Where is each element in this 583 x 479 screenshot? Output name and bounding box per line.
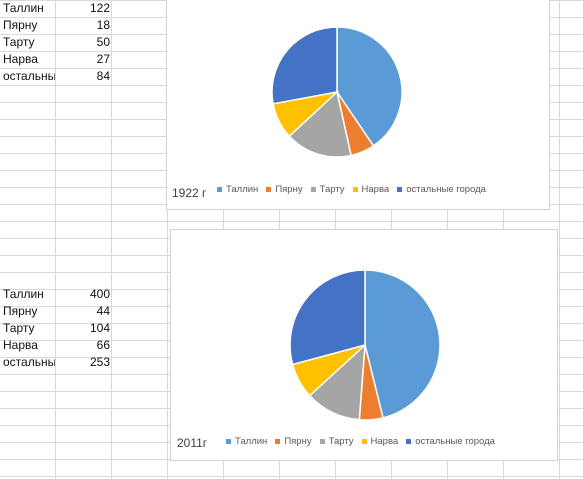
cell-value-others[interactable]: 253 [89, 355, 110, 369]
legend-label: Таллин [235, 436, 268, 447]
cell-label-tallinn[interactable]: Таллин [3, 1, 44, 15]
legend-swatch [310, 187, 316, 192]
legend-item: Таллин [217, 184, 258, 195]
cell-label-others[interactable]: остальные [3, 355, 55, 369]
legend-item: Пярну [275, 436, 312, 447]
pie-slice-таллин[interactable] [336, 26, 403, 147]
cell-value-tallinn[interactable]: 400 [89, 287, 110, 301]
legend-swatch [275, 439, 281, 444]
cell-label-tartu[interactable]: Тарту [3, 35, 35, 49]
legend-swatch [397, 187, 403, 192]
cell-label-tallinn[interactable]: Таллин [3, 287, 44, 301]
legend-swatch [361, 439, 367, 444]
chart-title: 2011г [177, 436, 208, 450]
pie-slice-таллин[interactable] [364, 269, 441, 419]
legend-swatch [319, 439, 325, 444]
legend-label: Таллин [226, 184, 259, 195]
legend-label: Тарту [319, 184, 345, 195]
pie-slice-остальные-города[interactable] [271, 26, 338, 105]
legend-label: остальные города [406, 184, 486, 195]
pie-slice-остальные-города[interactable] [289, 269, 366, 366]
pie-chart-1922-plot [271, 26, 403, 158]
legend-label: Пярну [275, 184, 303, 195]
legend-item: Тарту [310, 184, 345, 195]
chart-legend: Таллин Пярну Тарту Нарва остальные город… [226, 436, 495, 447]
cell-label-parnu[interactable]: Пярну [3, 18, 38, 32]
cell-label-parnu[interactable]: Пярну [3, 304, 38, 318]
legend-label: остальные города [415, 436, 495, 447]
legend-label: Нарва [370, 436, 399, 447]
legend-swatch [226, 439, 231, 444]
legend-item: Нарва [361, 436, 399, 447]
chart-title: 1922 г [172, 186, 207, 200]
cell-value-tartu[interactable]: 50 [96, 35, 110, 49]
cell-label-others[interactable]: остальные [3, 69, 55, 83]
cell-value-others[interactable]: 84 [96, 69, 110, 83]
pie-slice-тарту[interactable] [288, 90, 353, 158]
cell-value-tartu[interactable]: 104 [89, 321, 110, 335]
cell-value-narva[interactable]: 27 [96, 52, 110, 66]
legend-swatch [266, 187, 272, 192]
chart-legend: Таллин Пярну Тарту Нарва остальные город… [217, 184, 486, 195]
legend-item: остальные города [406, 436, 495, 447]
legend-item: Таллин [226, 436, 267, 447]
legend-item: Нарва [352, 184, 390, 195]
pie-chart-2011[interactable]: 2011г Таллин Пярну Тарту Нарва остальные… [170, 229, 558, 461]
legend-label: Тарту [328, 436, 354, 447]
cell-value-parnu[interactable]: 18 [96, 18, 110, 32]
legend-item: Тарту [319, 436, 354, 447]
cell-value-tallinn[interactable]: 122 [89, 1, 110, 15]
cell-label-tartu[interactable]: Тарту [3, 321, 35, 335]
legend-item: остальные города [397, 184, 486, 195]
cell-value-narva[interactable]: 66 [96, 338, 110, 352]
legend-item: Пярну [266, 184, 303, 195]
cell-value-parnu[interactable]: 44 [96, 304, 110, 318]
pie-chart-2011-plot [289, 269, 441, 421]
legend-swatch [217, 187, 222, 192]
legend-label: Нарва [361, 184, 390, 195]
legend-swatch [352, 187, 358, 192]
cell-label-narva[interactable]: Нарва [3, 52, 38, 66]
cell-label-narva[interactable]: Нарва [3, 338, 38, 352]
pie-chart-1922[interactable]: 1922 г Таллин Пярну Тарту Нарва остальны… [166, 0, 550, 210]
legend-swatch [406, 439, 412, 444]
legend-label: Пярну [284, 436, 312, 447]
